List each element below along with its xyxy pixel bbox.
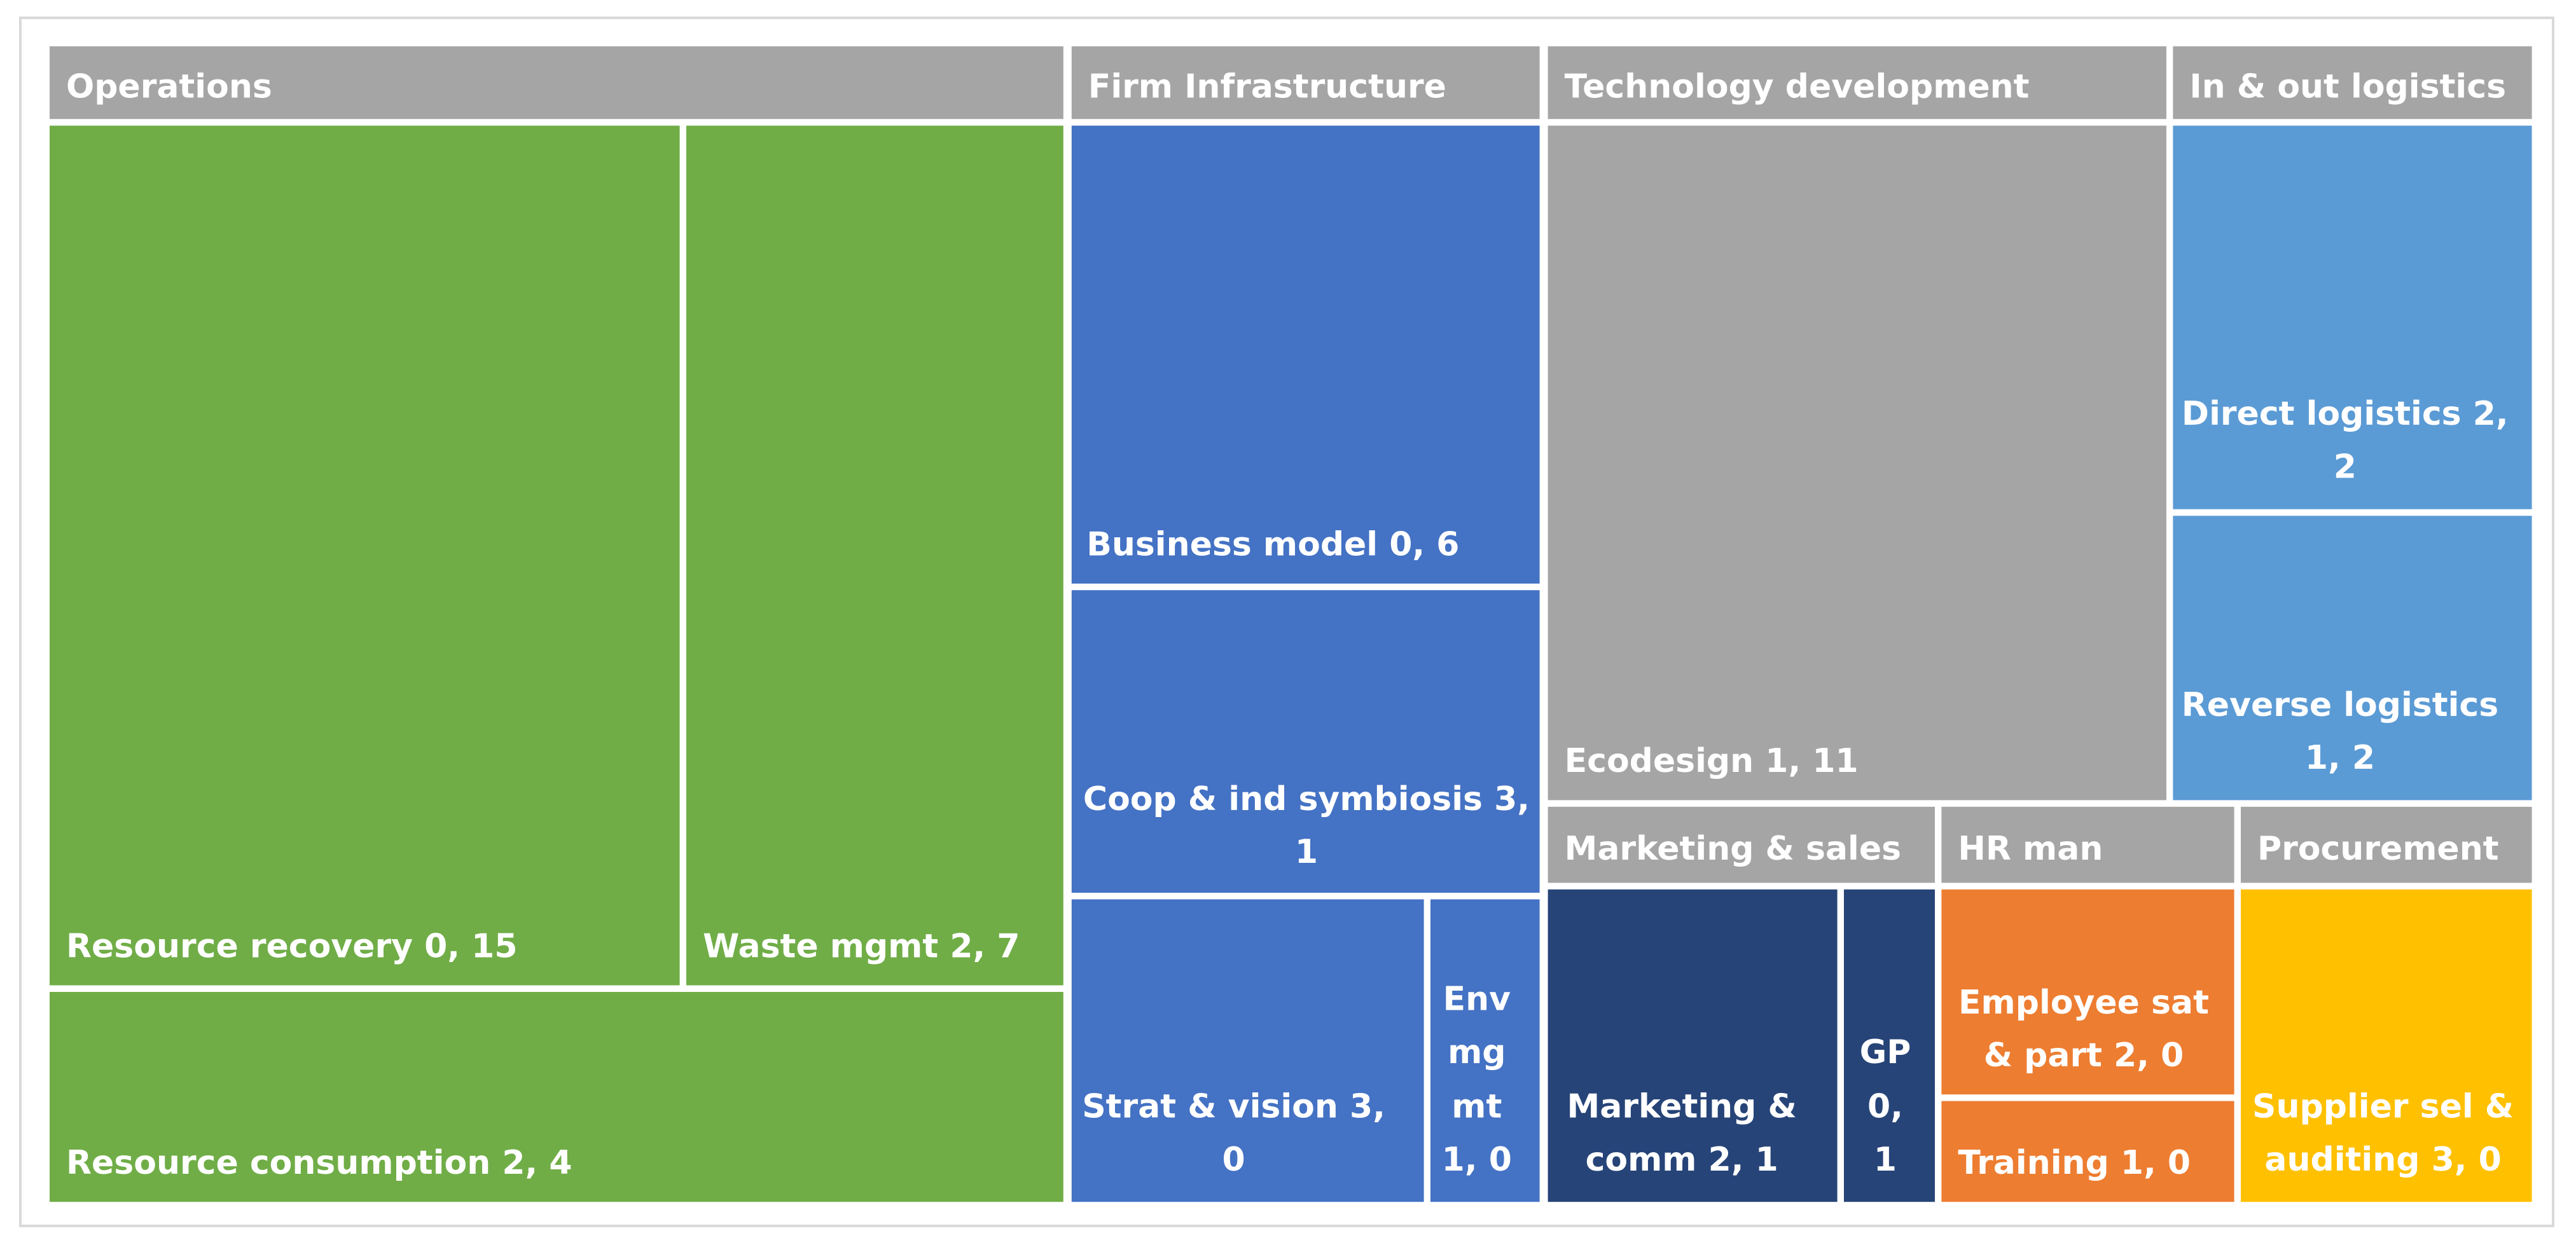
tile-label-business-model: Business model 0, 6 (1086, 526, 1459, 564)
group-header-marketing-and-sales (1548, 806, 1935, 883)
tile-label-supplier-sel-and-auditing: Supplier sel & auditing 3, 0 (2252, 1088, 2514, 1179)
tile-strat-and-vision (1071, 899, 1424, 1202)
group-header-in-and-out-logistics (2173, 46, 2532, 120)
group-header-firm-infrastructure (1071, 46, 1540, 120)
tile-label-resource-consumption: Resource consumption 2, 4 (66, 1144, 572, 1182)
tile-gp (1844, 889, 1935, 1202)
group-header-label-technology-development: Technology development (1565, 67, 2030, 106)
tile-resource-recovery (50, 125, 680, 986)
tile-marketing-and-comm (1548, 889, 1838, 1202)
group-header-label-hr-man: HR man (1958, 830, 2103, 868)
group-header-procurement (2241, 806, 2532, 883)
group-header-label-in-and-out-logistics: In & out logistics (2189, 67, 2506, 106)
tile-label-coop-and-ind-symbiosis: Coop & ind symbiosis 3, 1 (1083, 780, 1530, 871)
group-header-operations (50, 46, 1063, 120)
tile-training (1941, 1101, 2234, 1202)
tile-label-employee-sat-and-part: Employee sat & part 2, 0 (1958, 984, 2209, 1075)
group-header-label-operations: Operations (66, 67, 272, 106)
tile-label-gp: GP 0, 1 (1860, 1033, 1911, 1179)
tile-resource-consumption (50, 992, 1063, 1202)
group-header-label-marketing-and-sales: Marketing & sales (1565, 830, 1902, 868)
tile-label-marketing-and-comm: Marketing & comm 2, 1 (1567, 1088, 1797, 1179)
tile-label-ecodesign: Ecodesign 1, 11 (1565, 742, 1859, 780)
tile-label-strat-and-vision: Strat & vision 3, 0 (1082, 1088, 1385, 1179)
group-header-technology-development (1548, 46, 2166, 120)
tile-label-waste-mgmt: Waste mgmt 2, 7 (703, 927, 1020, 965)
tile-reverse-logistics (2173, 516, 2532, 801)
group-header-label-procurement: Procurement (2257, 830, 2499, 868)
tile-env-mgmt (1430, 899, 1540, 1202)
tile-supplier-sel-and-auditing (2241, 889, 2532, 1202)
group-header-hr-man (1941, 806, 2234, 883)
tile-label-resource-recovery: Resource recovery 0, 15 (66, 927, 518, 965)
tile-coop-and-ind-symbiosis (1071, 590, 1540, 893)
tile-ecodesign (1548, 125, 2166, 801)
tile-employee-sat-and-part (1941, 889, 2234, 1095)
group-header-label-firm-infrastructure: Firm Infrastructure (1088, 67, 1446, 106)
tile-label-direct-logistics: Direct logistics 2, 2 (2182, 395, 2509, 486)
tile-label-reverse-logistics: Reverse logistics 1, 2 (2182, 686, 2498, 777)
tile-business-model (1071, 125, 1540, 584)
tile-label-env-mgmt: Env mg mt 1, 0 (1442, 980, 1512, 1179)
tile-waste-mgmt (686, 125, 1063, 986)
tile-label-training: Training 1, 0 (1958, 1144, 2191, 1182)
tile-direct-logistics (2173, 125, 2532, 509)
